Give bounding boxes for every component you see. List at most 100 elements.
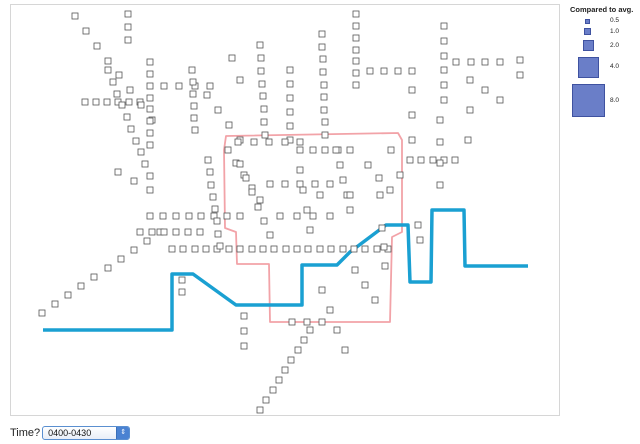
station-marker [297, 147, 303, 153]
station-marker [173, 229, 179, 235]
station-marker [453, 59, 459, 65]
station-marker [249, 246, 255, 252]
station-marker [321, 82, 327, 88]
station-marker [125, 11, 131, 17]
station-marker [147, 187, 153, 193]
station-marker [105, 58, 111, 64]
station-marker [382, 263, 388, 269]
station-marker [190, 91, 196, 97]
station-marker [190, 79, 196, 85]
station-marker [147, 130, 153, 136]
station-marker [321, 107, 327, 113]
station-marker [52, 301, 58, 307]
station-marker [266, 139, 272, 145]
station-marker [267, 232, 273, 238]
station-marker [467, 107, 473, 113]
legend-label-4-0: 4.0 [610, 63, 619, 70]
station-marker [327, 213, 333, 219]
station-marker [304, 207, 310, 213]
station-marker [334, 327, 340, 333]
station-marker [409, 87, 415, 93]
station-marker [93, 99, 99, 105]
station-marker [261, 106, 267, 112]
station-marker [104, 99, 110, 105]
station-marker [142, 161, 148, 167]
station-marker [409, 68, 415, 74]
station-marker [128, 126, 134, 132]
station-marker [237, 246, 243, 252]
station-marker [305, 246, 311, 252]
station-marker [277, 213, 283, 219]
station-marker [189, 67, 195, 73]
station-marker [441, 82, 447, 88]
station-marker [149, 229, 155, 235]
station-marker [497, 97, 503, 103]
station-marker [127, 87, 133, 93]
station-marker [312, 181, 318, 187]
station-marker [147, 106, 153, 112]
station-marker [409, 137, 415, 143]
station-marker [353, 35, 359, 41]
station-marker [294, 246, 300, 252]
station-marker [217, 243, 223, 249]
station-marker [379, 225, 385, 231]
legend-box-0-5 [585, 19, 590, 24]
station-marker [381, 244, 387, 250]
station-marker [131, 247, 137, 253]
station-marker [138, 149, 144, 155]
station-marker [161, 229, 167, 235]
station-marker [287, 67, 293, 73]
station-marker [205, 157, 211, 163]
station-marker [83, 28, 89, 34]
station-marker [185, 229, 191, 235]
station-marker [333, 147, 339, 153]
station-marker [310, 213, 316, 219]
station-marker [207, 169, 213, 175]
station-marker [271, 246, 277, 252]
station-marker [118, 256, 124, 262]
station-marker [257, 197, 263, 203]
station-marker [317, 246, 323, 252]
station-marker [322, 119, 328, 125]
station-marker [105, 67, 111, 73]
station-marker [226, 122, 232, 128]
station-marker [351, 246, 357, 252]
station-marker [437, 160, 443, 166]
legend: Compared to avg. 0.5 1.0 2.0 4.0 8.0 [560, 0, 640, 130]
station-marker [82, 99, 88, 105]
station-marker [138, 102, 144, 108]
station-marker [367, 68, 373, 74]
station-marker [191, 103, 197, 109]
station-marker [241, 328, 247, 334]
station-marker [388, 147, 394, 153]
station-marker [441, 97, 447, 103]
station-marker [437, 182, 443, 188]
station-marker [297, 181, 303, 187]
station-marker [307, 227, 313, 233]
station-marker [224, 213, 230, 219]
station-marker [441, 53, 447, 59]
station-marker [147, 71, 153, 77]
station-marker [249, 189, 255, 195]
station-marker [160, 213, 166, 219]
station-marker [328, 246, 334, 252]
station-marker [381, 68, 387, 74]
station-marker [144, 238, 150, 244]
station-marker [263, 397, 269, 403]
station-marker [287, 95, 293, 101]
station-marker [310, 147, 316, 153]
station-marker [255, 204, 261, 210]
station-marker [319, 319, 325, 325]
station-marker [203, 246, 209, 252]
station-marker [437, 139, 443, 145]
station-marker [377, 192, 383, 198]
station-marker [322, 132, 328, 138]
station-marker [321, 94, 327, 100]
station-marker [517, 72, 523, 78]
station-marker [210, 194, 216, 200]
station-marker [72, 13, 78, 19]
station-marker [237, 213, 243, 219]
station-marker [353, 58, 359, 64]
station-marker [161, 83, 167, 89]
time-select[interactable]: 0400-0430 ⇕ [42, 426, 130, 440]
